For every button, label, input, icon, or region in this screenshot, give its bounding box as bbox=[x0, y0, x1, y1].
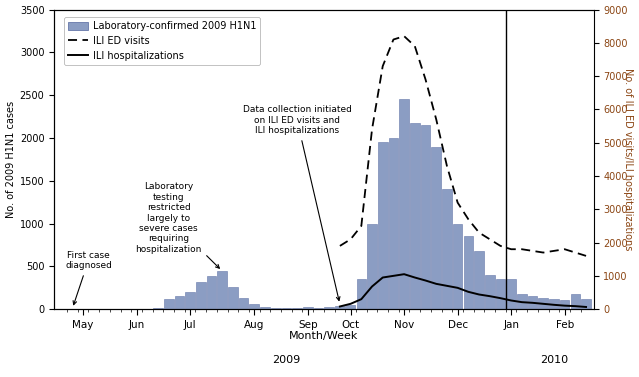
Text: 2010: 2010 bbox=[540, 354, 568, 365]
Bar bbox=[506, 279, 516, 309]
Bar bbox=[260, 307, 270, 309]
Text: First case
diagnosed: First case diagnosed bbox=[65, 251, 112, 305]
Bar bbox=[431, 147, 441, 309]
Bar bbox=[239, 299, 249, 309]
Bar bbox=[357, 279, 366, 309]
Text: 2009: 2009 bbox=[272, 354, 300, 365]
Bar bbox=[164, 299, 174, 309]
X-axis label: Month/Week: Month/Week bbox=[289, 331, 358, 341]
Y-axis label: No. of ILI ED visits/ILI hospitalizations: No. of ILI ED visits/ILI hospitalization… bbox=[624, 68, 633, 251]
Bar bbox=[206, 276, 217, 309]
Bar bbox=[560, 300, 569, 309]
Bar bbox=[249, 303, 259, 309]
Y-axis label: No. of 2009 H1N1 cases: No. of 2009 H1N1 cases bbox=[6, 101, 15, 218]
Bar bbox=[474, 251, 484, 309]
Bar bbox=[539, 299, 548, 309]
Legend: Laboratory-confirmed 2009 H1N1, ILI ED visits, ILI hospitalizations: Laboratory-confirmed 2009 H1N1, ILI ED v… bbox=[65, 17, 260, 65]
Bar bbox=[271, 308, 281, 309]
Bar bbox=[196, 282, 206, 309]
Bar bbox=[410, 123, 420, 309]
Bar bbox=[282, 308, 291, 309]
Bar bbox=[571, 294, 580, 309]
Bar bbox=[367, 224, 377, 309]
Bar bbox=[485, 275, 495, 309]
Bar bbox=[153, 308, 163, 309]
Bar bbox=[528, 296, 537, 309]
Bar bbox=[228, 287, 238, 309]
Bar bbox=[174, 296, 184, 309]
Bar bbox=[517, 294, 527, 309]
Bar bbox=[453, 224, 463, 309]
Text: Laboratory
testing
restricted
largely to
severe cases
requiring
hospitalization: Laboratory testing restricted largely to… bbox=[135, 182, 219, 268]
Bar bbox=[292, 308, 302, 309]
Bar bbox=[185, 292, 195, 309]
Bar bbox=[496, 279, 505, 309]
Bar bbox=[314, 308, 323, 309]
Bar bbox=[549, 299, 558, 309]
Bar bbox=[217, 271, 227, 309]
Bar bbox=[325, 307, 334, 309]
Bar bbox=[346, 305, 355, 309]
Bar bbox=[303, 307, 312, 309]
Bar bbox=[442, 189, 452, 309]
Bar bbox=[399, 100, 409, 309]
Text: Data collection initiated
on ILI ED visits and
ILI hospitalizations: Data collection initiated on ILI ED visi… bbox=[243, 106, 351, 300]
Bar bbox=[420, 125, 430, 309]
Bar bbox=[463, 236, 473, 309]
Bar bbox=[335, 306, 344, 309]
Bar bbox=[378, 142, 387, 309]
Bar bbox=[581, 299, 591, 309]
Bar bbox=[389, 138, 398, 309]
